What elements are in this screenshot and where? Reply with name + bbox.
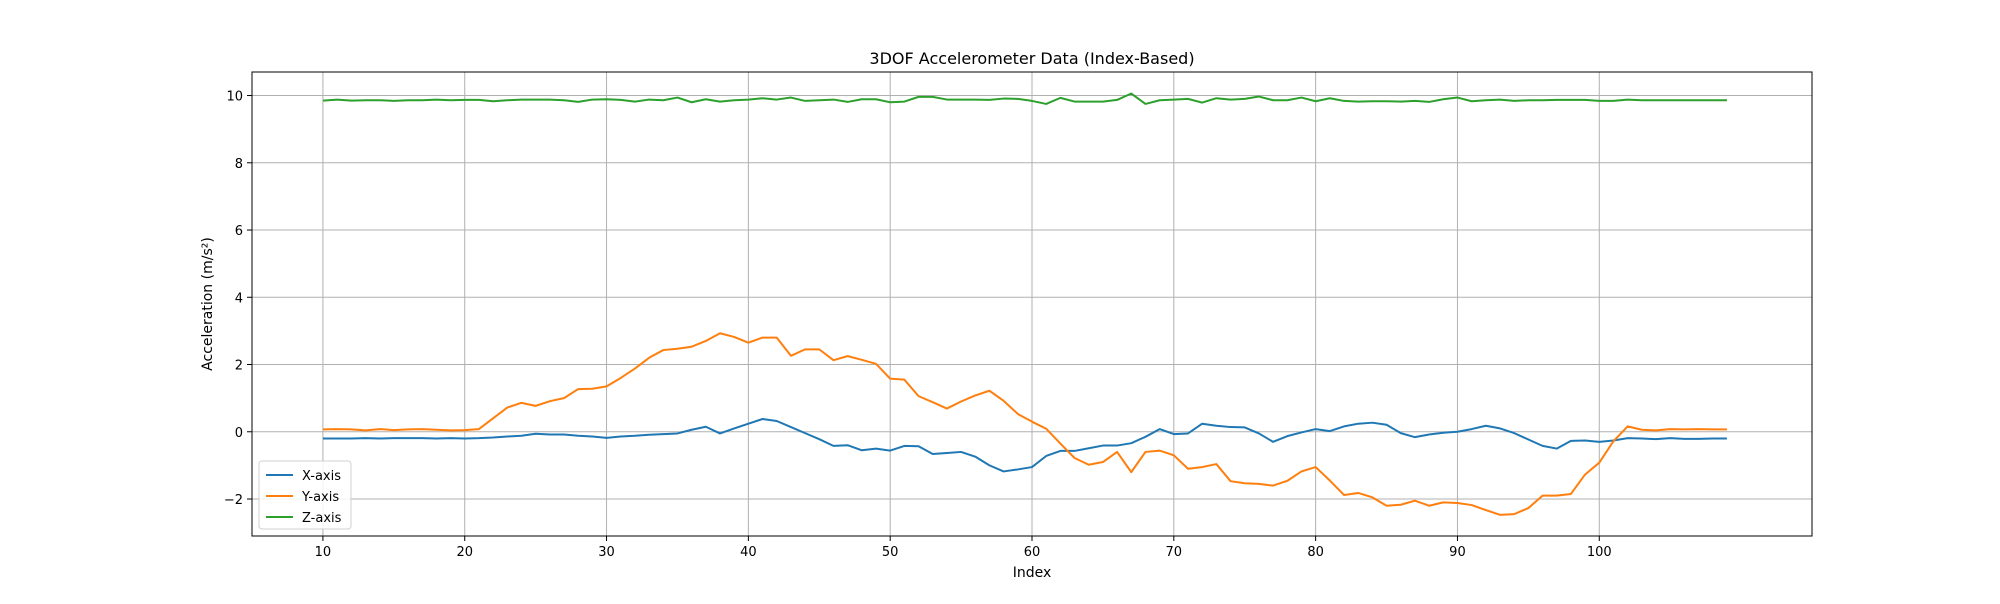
y-tick-label: 2 [235,359,243,374]
x-tick-label: 40 [740,545,757,560]
y-axis-label: Acceleration (m/s²) [200,237,216,371]
x-tick-label: 90 [1449,545,1466,560]
legend: X-axis Y-axis Z-axis [258,460,352,530]
y-tick-label: 10 [226,90,243,105]
x-tick-label: 30 [598,545,615,560]
x-tick-label: 60 [1024,545,1041,560]
x-tick-label: 10 [315,545,332,560]
legend-label-y-axis: Y-axis [301,490,339,505]
legend-label-z-axis: Z-axis [302,511,342,526]
series-line-y-axis [322,332,1727,516]
legend-box [258,460,352,530]
legend-label-x-axis: X-axis [302,469,341,484]
y-tick-label: 8 [235,157,243,172]
y-tick-label: 0 [235,426,243,441]
x-tick-label: 50 [882,545,899,560]
chart-title: 3DOF Accelerometer Data (Index-Based) [869,49,1194,68]
y-tick-label: −2 [224,493,243,508]
y-tick-label: 6 [235,224,243,239]
series-line-x-axis [322,417,1727,473]
grid-lines [252,72,1812,536]
y-tick-label: 4 [235,291,243,306]
x-tick-label: 20 [456,545,473,560]
x-tick-label: 100 [1587,545,1612,560]
x-tick-label: 70 [1166,545,1183,560]
series-line-z-axis [322,92,1727,105]
series-lines [322,92,1727,516]
x-tick-label: 80 [1307,545,1324,560]
axis-ticks: 10 20 30 40 50 60 70 80 90 100 −2 0 2 4 6 8 10 [224,90,1612,560]
x-axis-label: Index [1013,565,1052,581]
